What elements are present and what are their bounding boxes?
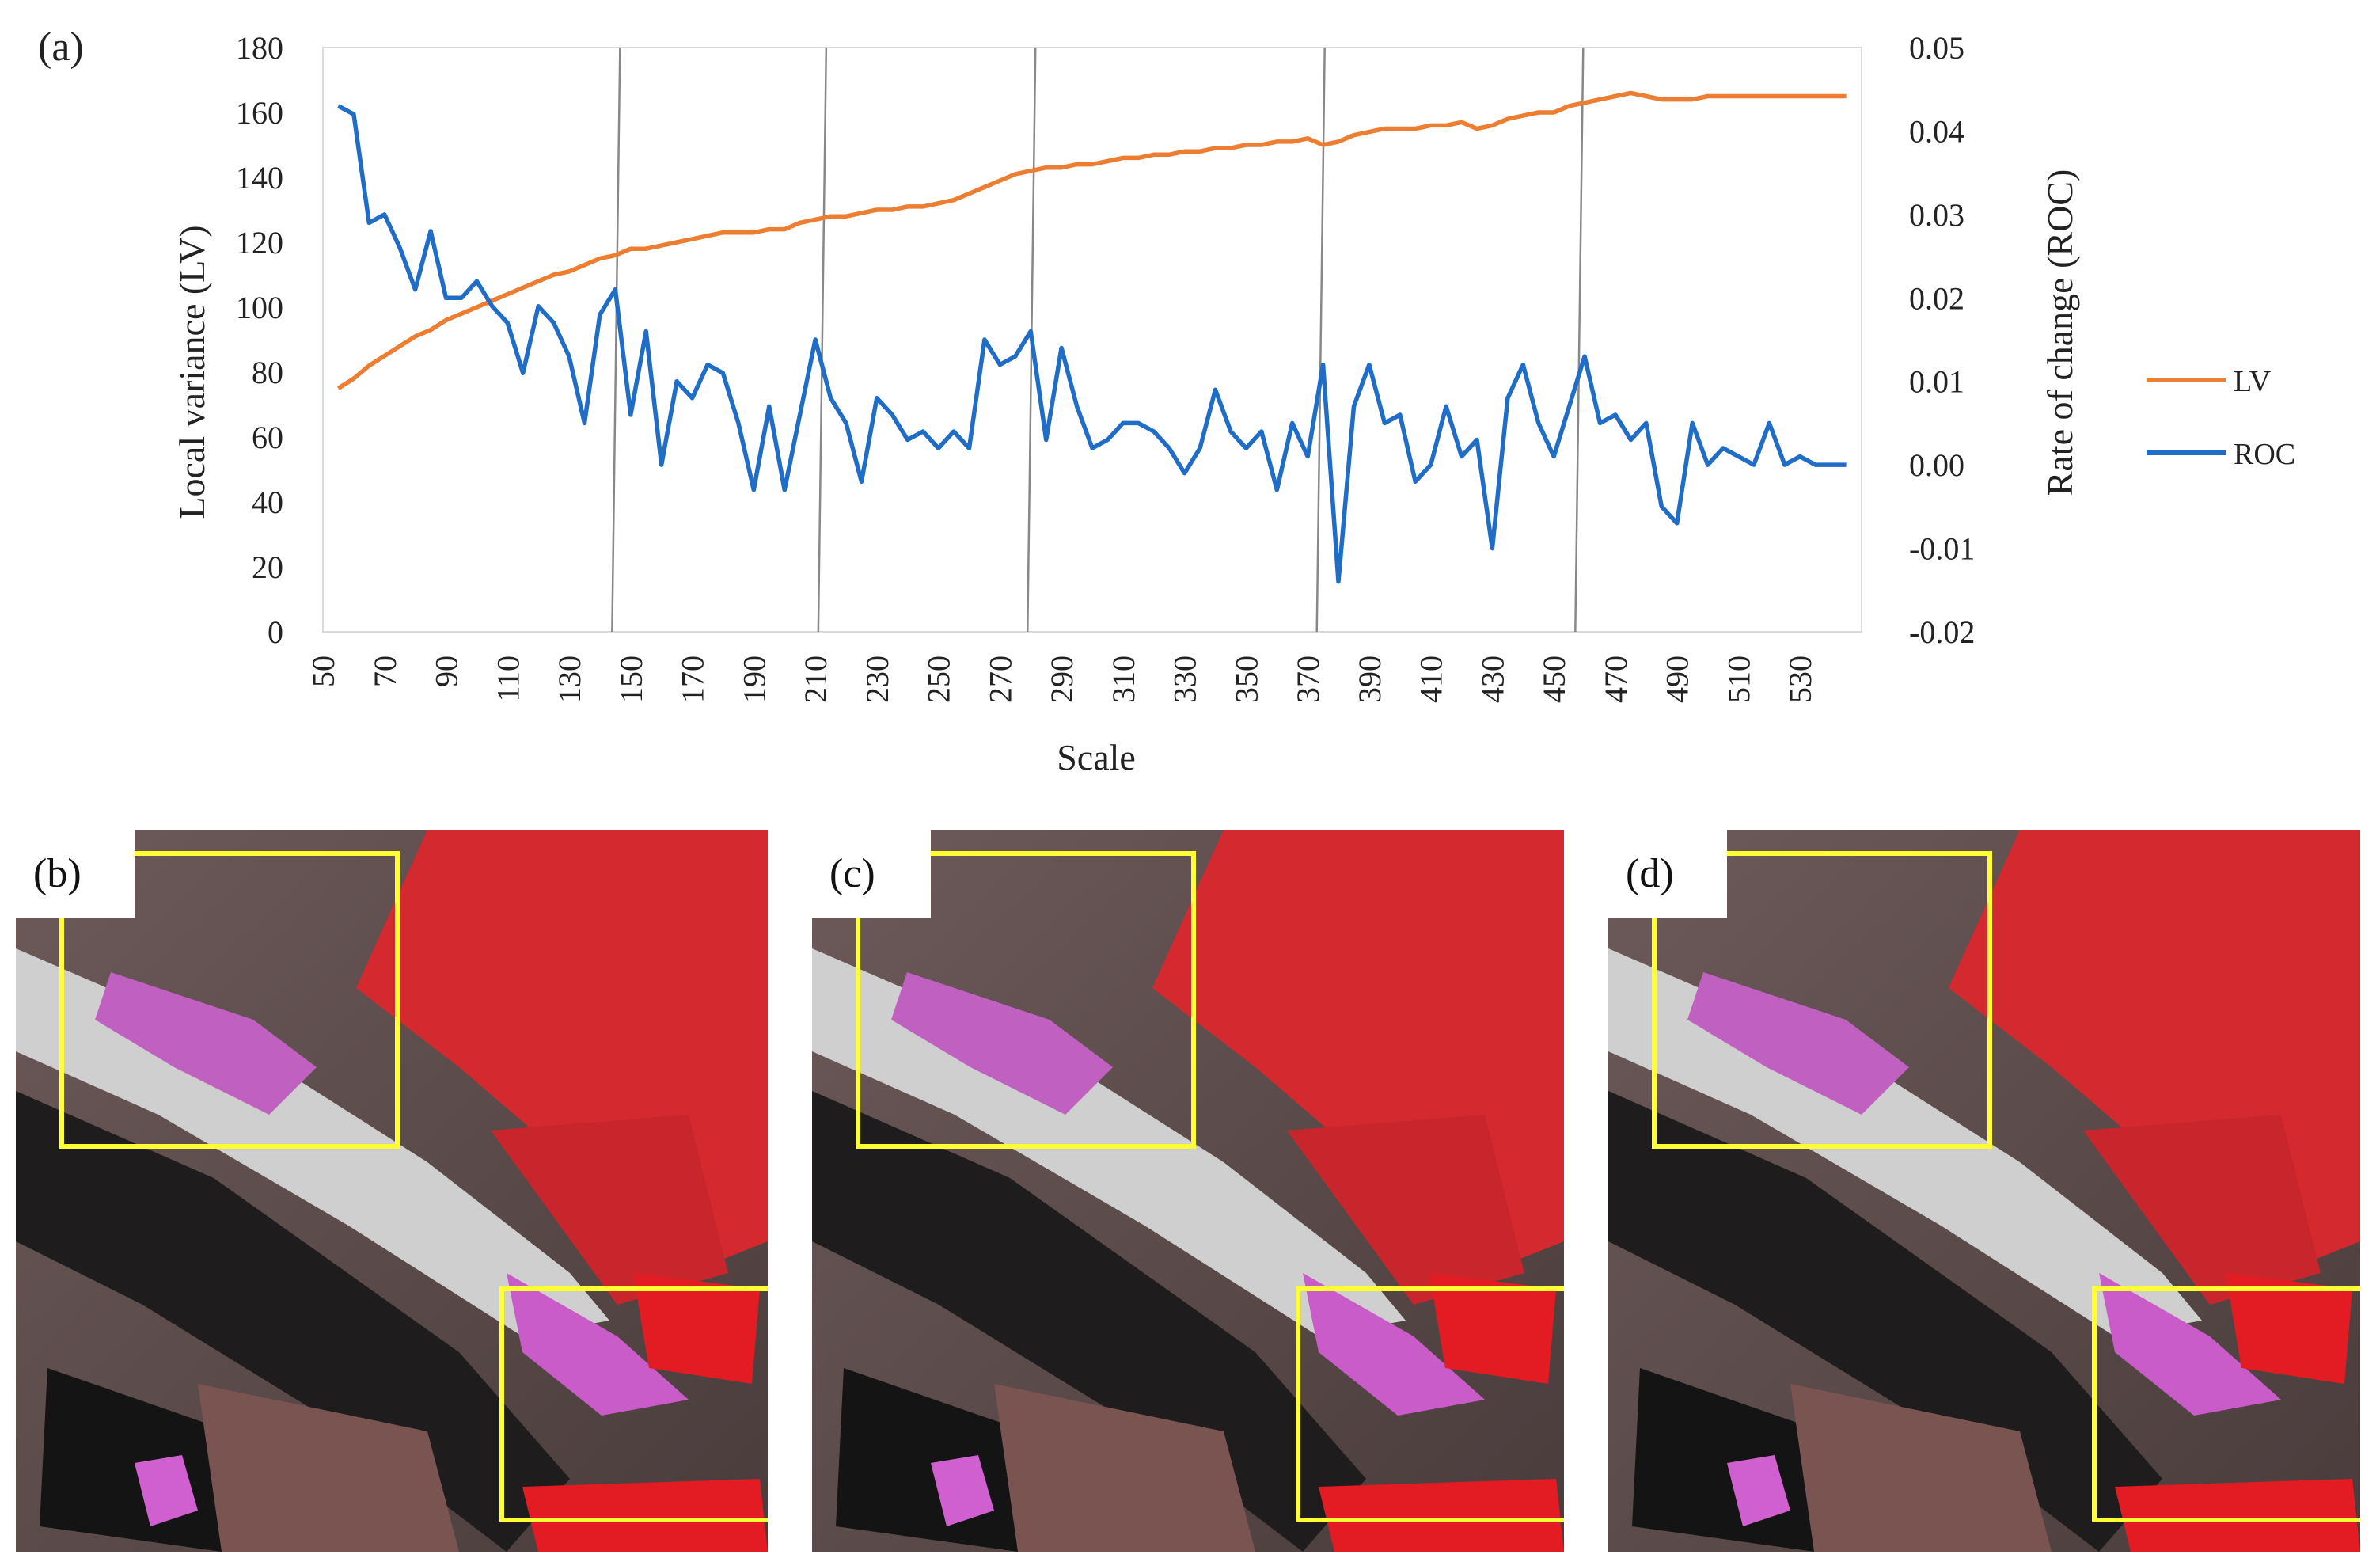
x-tick-label: 390: [1352, 656, 1387, 703]
x-tick-label: 130: [552, 656, 587, 703]
legend-label-lv: LV: [2234, 365, 2272, 398]
x-tick-label: 190: [736, 656, 772, 703]
x-tick-label: 330: [1167, 656, 1203, 703]
y-tick-label-right: -0.01: [1909, 531, 1975, 567]
x-tick-label: 150: [613, 656, 649, 703]
x-tick-label: 430: [1475, 656, 1510, 703]
x-tick-label: 230: [860, 656, 895, 703]
y-tick-label-left: 120: [236, 225, 283, 260]
y-tick-label-right: 0.01: [1909, 364, 1964, 400]
scale-marker-line-2: [817, 47, 828, 633]
series-line-lv: [336, 90, 1847, 390]
y-tick-label-right: -0.02: [1909, 614, 1975, 650]
x-axis-label: Scale: [1057, 737, 1136, 777]
x-tick-label: 170: [675, 656, 711, 703]
x-tick-label: 490: [1660, 656, 1695, 703]
scale-marker-line-5: [1574, 47, 1585, 633]
panel-label-a: (a): [38, 25, 84, 70]
y-tick-label-right: 0.05: [1909, 30, 1964, 66]
y-tick-label-right: 0.00: [1909, 447, 1964, 483]
y-tick-label-left: 140: [236, 160, 283, 196]
x-tick-label: 110: [490, 656, 526, 702]
panel-label-c: (c): [812, 830, 931, 918]
series-line-roc: [337, 104, 1847, 584]
y-tick-label-left: 20: [252, 549, 283, 585]
x-tick-label: 410: [1414, 656, 1449, 703]
y-tick-label-left: 100: [236, 290, 283, 325]
y-tick-label-left: 60: [252, 420, 283, 455]
scale-marker-line-4: [1315, 47, 1326, 633]
legend-label-roc: ROC: [2234, 438, 2295, 471]
legend: LV ROC: [2147, 365, 2295, 471]
x-tick-label: 50: [306, 656, 341, 687]
satellite-image-d: [1608, 830, 2360, 1552]
x-tick-label: 450: [1536, 656, 1572, 703]
y-tick-label-right: 0.03: [1909, 197, 1964, 233]
x-tick-label: 350: [1228, 656, 1264, 703]
satellite-image-c: [812, 830, 1564, 1552]
y-tick-label-left: 80: [252, 355, 283, 390]
y-tick-label-left: 40: [252, 485, 283, 520]
y-tick-label-right: 0.04: [1909, 113, 1964, 149]
x-tick-label: 290: [1044, 656, 1080, 703]
y-tick-label-right: 0.02: [1909, 280, 1964, 316]
x-tick-label: 250: [921, 656, 957, 703]
x-tick-label: 510: [1721, 656, 1757, 703]
y-axis-label-right: Rate of change (ROC): [2040, 169, 2080, 496]
y-tick-label-left: 160: [236, 95, 283, 131]
lv-roc-chart: 0 20 40 60 80 100 120 140 160 180 -0.02 -0.01 0.00 0…: [38, 25, 2295, 777]
x-tick-label: 310: [1106, 656, 1141, 703]
x-tick-label: 370: [1290, 656, 1326, 703]
x-tick-label: 70: [367, 656, 403, 687]
y-tick-label-left: 0: [268, 614, 283, 650]
scale-marker-line-1: [611, 47, 621, 633]
panel-label-d: (d): [1608, 830, 1727, 918]
satellite-image-b: [16, 830, 768, 1552]
x-tick-label: 530: [1782, 656, 1818, 703]
panel-label-b: (b): [16, 830, 135, 918]
x-tick-label: 210: [798, 656, 833, 703]
x-tick-label: 270: [982, 656, 1018, 703]
x-tick-label: 90: [429, 656, 465, 687]
y-axis-label-left: Local variance (LV): [172, 225, 212, 519]
y-tick-label-left: 180: [236, 30, 283, 66]
x-tick-label: 470: [1598, 656, 1634, 703]
plot-area: [322, 47, 1862, 633]
